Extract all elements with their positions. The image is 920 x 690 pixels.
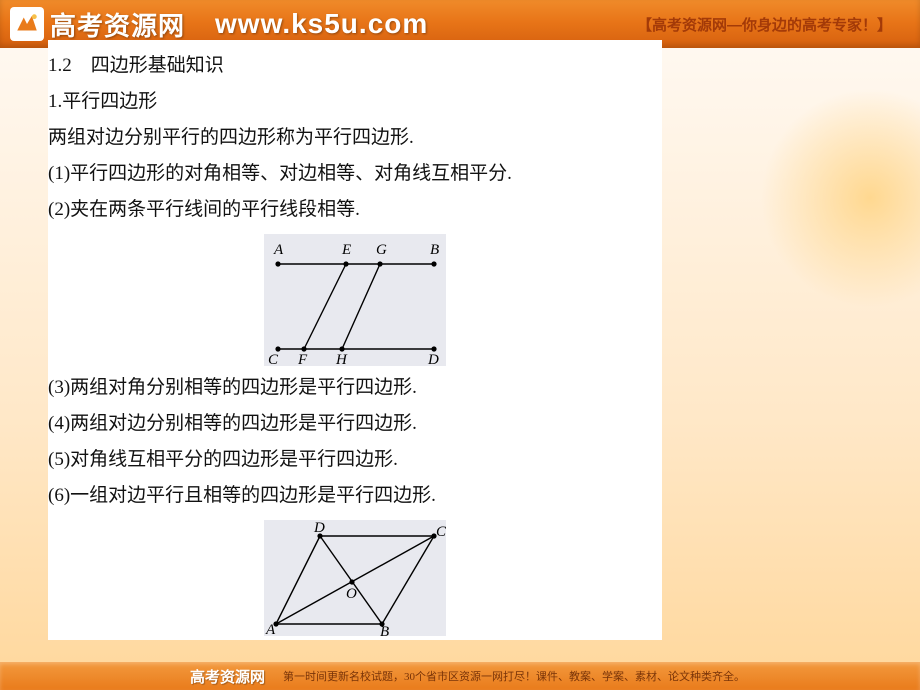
header-tagline: 【高考资源网—你身边的高考专家！】 (637, 14, 892, 35)
site-url: www.ks5u.com (215, 8, 428, 40)
svg-text:C: C (268, 352, 279, 366)
prop-6: (6)一组对边平行且相等的四边形是平行四边形. (48, 478, 662, 514)
prop-1: (1)平行四边形的对角相等、对边相等、对角线互相平分. (48, 156, 662, 192)
heading-sub: 1.平行四边形 (48, 84, 662, 120)
prop-5: (5)对角线互相平分的四边形是平行四边形. (48, 442, 662, 478)
footer-bar: 高考资源网 第一时间更新名校试题，30个省市区资源一网打尽！课件、教案、学案、素… (0, 662, 920, 690)
svg-text:F: F (297, 352, 308, 366)
svg-text:B: B (430, 242, 439, 258)
logo-text: 高考资源网 (50, 6, 185, 43)
svg-text:D: D (427, 352, 439, 366)
prop-2: (2)夹在两条平行线间的平行线段相等. (48, 192, 662, 228)
footer-brand: 高考资源网 (190, 666, 265, 687)
logo-block: 高考资源网 (0, 6, 185, 43)
svg-text:H: H (335, 352, 348, 366)
footer-text: 第一时间更新名校试题，30个省市区资源一网打尽！课件、教案、学案、素材、论文种类… (283, 668, 745, 684)
svg-text:O: O (346, 586, 357, 602)
heading-section: 1.2 四边形基础知识 (48, 48, 662, 84)
decor-glow (760, 88, 920, 308)
diagram-parallelogram: A B C D O (264, 520, 446, 636)
diagram-parallel-lines: A E G B C F H D (264, 234, 446, 366)
prop-4: (4)两组对边分别相等的四边形是平行四边形. (48, 406, 662, 442)
definition-line: 两组对边分别平行的四边形称为平行四边形. (48, 120, 662, 156)
svg-text:G: G (376, 242, 387, 258)
svg-text:A: A (273, 242, 284, 258)
svg-text:C: C (436, 524, 446, 540)
svg-text:E: E (341, 242, 351, 258)
prop-3: (3)两组对角分别相等的四边形是平行四边形. (48, 370, 662, 406)
svg-text:A: A (265, 622, 276, 636)
svg-text:D: D (313, 520, 325, 536)
svg-text:B: B (380, 624, 389, 636)
logo-icon (10, 7, 44, 41)
slide-content: 1.2 四边形基础知识 1.平行四边形 两组对边分别平行的四边形称为平行四边形.… (48, 40, 662, 640)
